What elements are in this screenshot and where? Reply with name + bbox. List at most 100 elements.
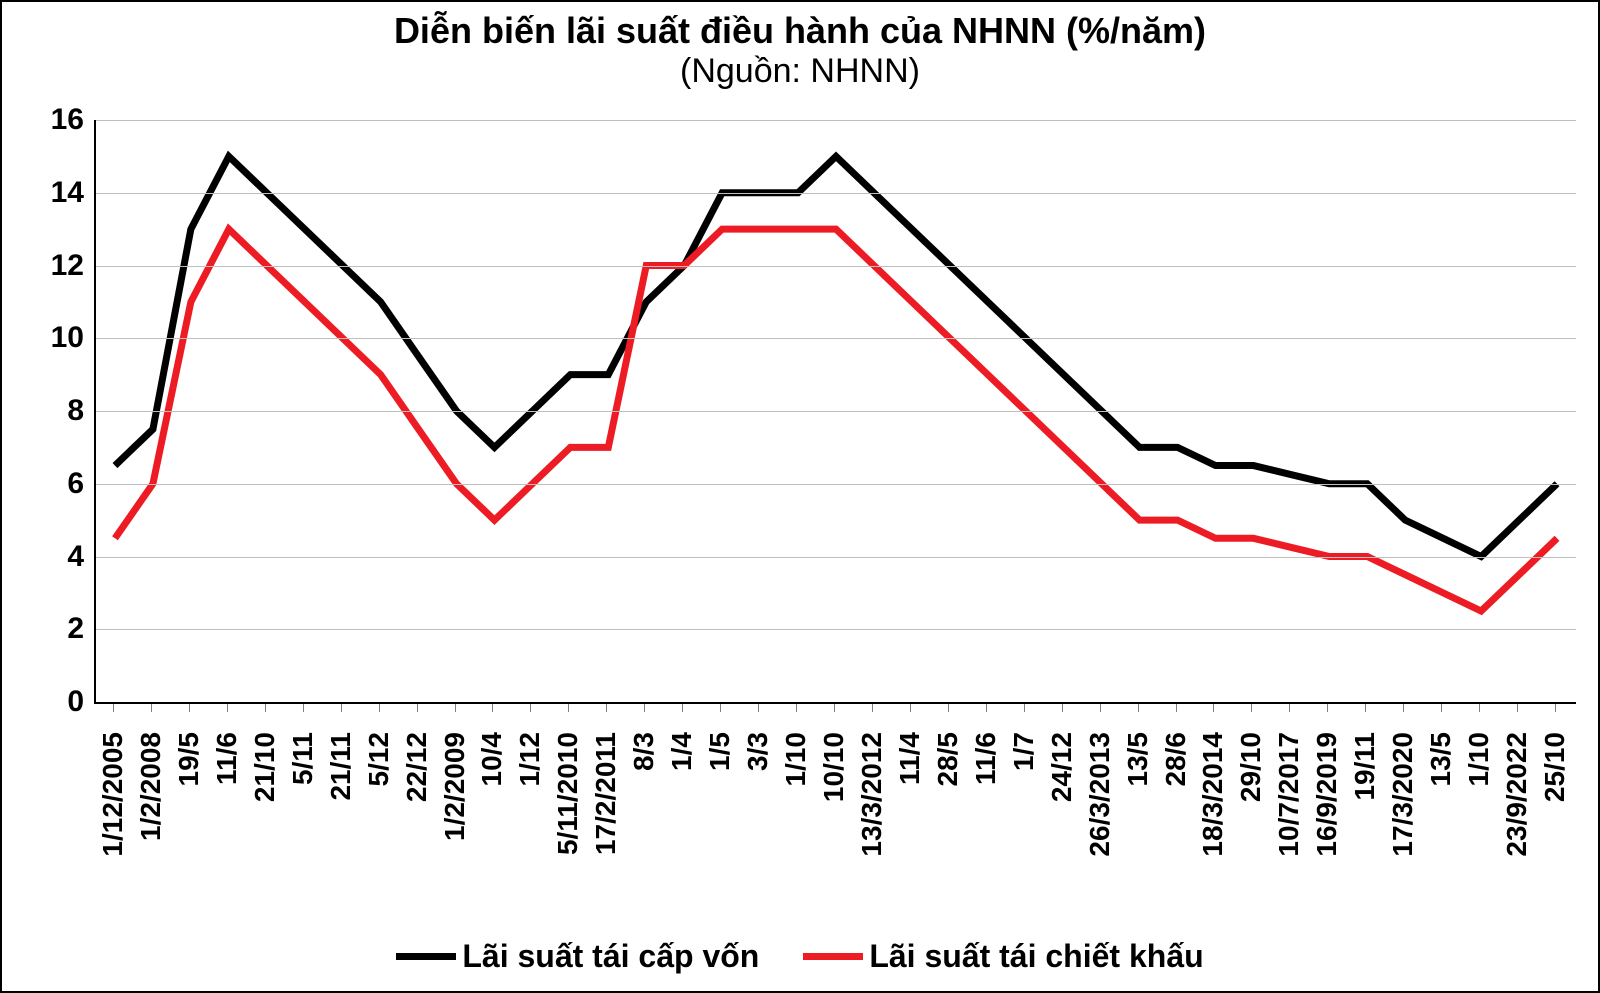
x-tick-label: 5/11 <box>287 732 319 952</box>
x-tick-label: 28/5 <box>932 732 964 952</box>
x-tick-mark <box>265 704 266 712</box>
x-tick-mark <box>758 704 759 712</box>
x-tick-label: 13/5 <box>1425 732 1457 952</box>
x-tick-mark <box>1289 704 1290 712</box>
x-tick-mark <box>910 704 911 712</box>
x-tick-label: 13/5 <box>1122 732 1154 952</box>
x-tick-mark <box>1138 704 1139 712</box>
x-tick-mark <box>1213 704 1214 712</box>
y-tick-label: 12 <box>12 249 84 283</box>
x-tick-mark <box>530 704 531 712</box>
x-tick-label: 22/12 <box>401 732 433 952</box>
x-tick-mark <box>834 704 835 712</box>
grid-line <box>96 484 1576 485</box>
x-tick-label: 29/10 <box>1235 732 1267 952</box>
y-tick-label: 2 <box>12 612 84 646</box>
grid-line <box>96 629 1576 630</box>
grid-line <box>96 120 1576 121</box>
x-tick-label: 11/6 <box>211 732 243 952</box>
x-tick-label: 24/12 <box>1046 732 1078 952</box>
y-tick-label: 4 <box>12 540 84 574</box>
x-tick-label: 1/7 <box>1008 732 1040 952</box>
x-tick-mark <box>872 704 873 712</box>
x-tick-mark <box>151 704 152 712</box>
grid-line <box>96 193 1576 194</box>
x-tick-mark <box>1441 704 1442 712</box>
x-tick-label: 26/3/2013 <box>1084 732 1116 952</box>
x-tick-label: 28/6 <box>1160 732 1192 952</box>
plot-area <box>94 120 1576 704</box>
y-tick-label: 10 <box>12 321 84 355</box>
x-tick-mark <box>1403 704 1404 712</box>
x-tick-label: 21/11 <box>325 732 357 952</box>
x-tick-mark <box>113 704 114 712</box>
x-tick-label: 19/11 <box>1349 732 1381 952</box>
legend-swatch <box>803 953 863 960</box>
x-tick-label: 1/2/2009 <box>439 732 471 952</box>
x-tick-mark <box>568 704 569 712</box>
series-line <box>115 156 1557 556</box>
y-tick-label: 6 <box>12 467 84 501</box>
x-tick-label: 1/5 <box>704 732 736 952</box>
x-tick-label: 19/5 <box>173 732 205 952</box>
x-tick-mark <box>1555 704 1556 712</box>
grid-line <box>96 557 1576 558</box>
x-tick-mark <box>948 704 949 712</box>
x-tick-mark <box>379 704 380 712</box>
chart-title-block: Diễn biến lãi suất điều hành của NHNN (%… <box>2 10 1598 91</box>
chart-subtitle: (Nguồn: NHNN) <box>2 52 1598 91</box>
chart-container: Diễn biến lãi suất điều hành của NHNN (%… <box>0 0 1600 993</box>
x-tick-mark <box>492 704 493 712</box>
x-tick-mark <box>606 704 607 712</box>
x-tick-label: 10/4 <box>476 732 508 952</box>
x-tick-mark <box>1176 704 1177 712</box>
x-tick-label: 10/7/2017 <box>1273 732 1305 952</box>
x-tick-mark <box>720 704 721 712</box>
x-tick-mark <box>1365 704 1366 712</box>
x-tick-label: 8/3 <box>628 732 660 952</box>
grid-line <box>96 411 1576 412</box>
y-tick-label: 8 <box>12 394 84 428</box>
x-tick-label: 17/3/2020 <box>1387 732 1419 952</box>
x-tick-label: 1/10 <box>1463 732 1495 952</box>
x-tick-mark <box>227 704 228 712</box>
x-tick-label: 1/12/2005 <box>97 732 129 952</box>
x-tick-mark <box>986 704 987 712</box>
x-tick-label: 10/10 <box>818 732 850 952</box>
x-tick-label: 3/3 <box>742 732 774 952</box>
x-tick-label: 1/4 <box>666 732 698 952</box>
x-tick-mark <box>303 704 304 712</box>
y-tick-label: 16 <box>12 103 84 137</box>
x-tick-label: 1/12 <box>514 732 546 952</box>
series-line <box>115 229 1557 611</box>
x-tick-mark <box>796 704 797 712</box>
legend-swatch <box>396 953 456 960</box>
x-tick-label: 5/12 <box>363 732 395 952</box>
x-tick-mark <box>341 704 342 712</box>
x-tick-mark <box>1100 704 1101 712</box>
x-tick-mark <box>1251 704 1252 712</box>
x-tick-label: 11/4 <box>894 732 926 952</box>
x-tick-label: 21/10 <box>249 732 281 952</box>
x-tick-mark <box>1062 704 1063 712</box>
x-tick-label: 16/9/2019 <box>1311 732 1343 952</box>
x-tick-mark <box>1517 704 1518 712</box>
x-tick-mark <box>644 704 645 712</box>
x-tick-label: 17/2/2011 <box>590 732 622 952</box>
x-tick-label: 18/3/2014 <box>1197 732 1229 952</box>
x-tick-label: 23/9/2022 <box>1501 732 1533 952</box>
x-tick-label: 25/10 <box>1539 732 1571 952</box>
chart-title: Diễn biến lãi suất điều hành của NHNN (%… <box>2 10 1598 52</box>
x-tick-label: 13/3/2012 <box>856 732 888 952</box>
x-tick-mark <box>1327 704 1328 712</box>
x-tick-mark <box>455 704 456 712</box>
y-tick-label: 14 <box>12 176 84 210</box>
x-tick-mark <box>417 704 418 712</box>
grid-line <box>96 266 1576 267</box>
grid-line <box>96 338 1576 339</box>
x-tick-mark <box>682 704 683 712</box>
x-tick-mark <box>1024 704 1025 712</box>
y-tick-label: 0 <box>12 685 84 719</box>
x-tick-mark <box>1479 704 1480 712</box>
x-tick-label: 5/11/2010 <box>552 732 584 952</box>
